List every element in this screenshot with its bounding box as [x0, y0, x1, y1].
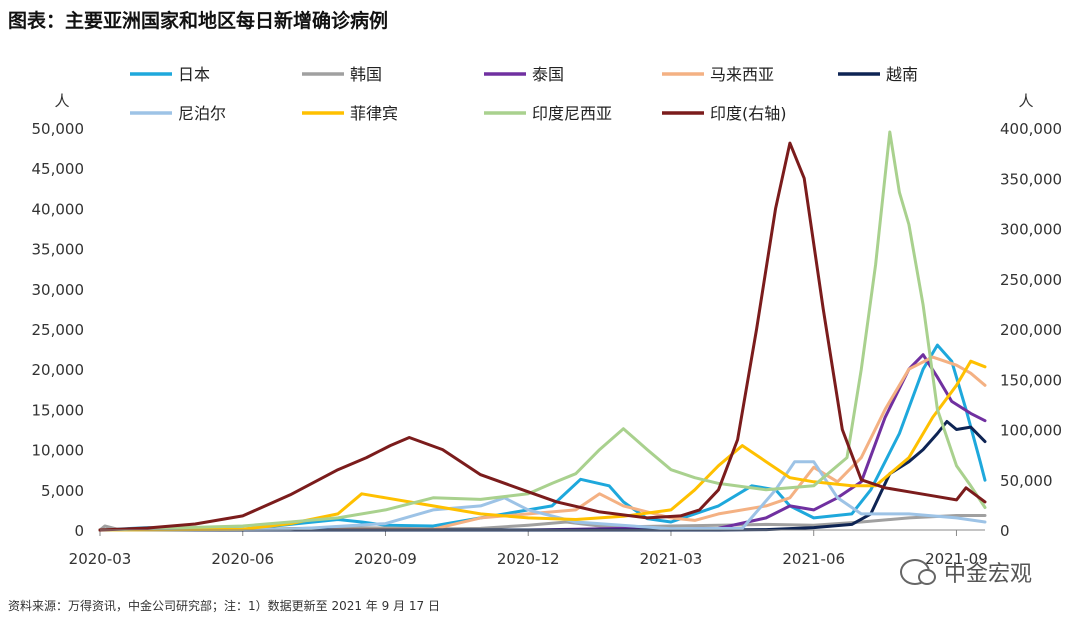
- legend-item: 印度(右轴): [662, 104, 787, 123]
- right-axis-unit: 人: [1018, 92, 1033, 110]
- right-tick-label: 400,000: [1000, 120, 1062, 138]
- left-tick-label: 10,000: [32, 442, 85, 460]
- left-tick-label: 50,000: [32, 120, 85, 138]
- legend-item: 印度尼西亚: [484, 104, 612, 123]
- right-tick-label: 200,000: [1000, 321, 1062, 339]
- watermark: 中金宏观: [900, 556, 1032, 588]
- right-tick-label: 100,000: [1000, 422, 1062, 440]
- left-tick-label: 40,000: [32, 200, 85, 218]
- legend-item: 马来西亚: [662, 65, 774, 84]
- legend-label: 越南: [886, 65, 918, 84]
- legend-label: 印度尼西亚: [532, 104, 612, 123]
- left-tick-label: 20,000: [32, 361, 85, 379]
- right-tick-label: 250,000: [1000, 271, 1062, 289]
- legend-label: 日本: [178, 65, 210, 84]
- x-tick-label: 2020-12: [497, 550, 560, 568]
- left-tick-label: 15,000: [32, 401, 85, 419]
- series-line: [98, 353, 987, 532]
- series-line: [98, 460, 987, 532]
- right-axis-ticks: 0 50,000 100,000 150,000 200,000 250,000 300,0…: [1000, 120, 1062, 540]
- series-line: [98, 130, 987, 532]
- chart-title: 图表：主要亚洲国家和地区每日新增确诊病例: [8, 10, 389, 32]
- left-tick-label: 25,000: [32, 321, 85, 339]
- x-tick-label: 2020-06: [211, 550, 274, 568]
- legend-label: 泰国: [532, 65, 564, 84]
- left-axis-unit: 人: [54, 92, 69, 110]
- legend-item: 尼泊尔: [130, 104, 226, 123]
- x-tick-label: 2020-03: [69, 550, 132, 568]
- x-tick-label: 2021-03: [640, 550, 703, 568]
- x-tick-label: 2021-09: [925, 550, 988, 568]
- legend-item: 菲律宾: [302, 104, 398, 123]
- left-axis-ticks: 0 5,000 10,000 15,000 20,000 25,000 30,000 35,0…: [32, 120, 85, 540]
- legend-label: 马来西亚: [710, 65, 774, 84]
- series-lines: [98, 130, 987, 532]
- right-tick-label: 0: [1000, 522, 1010, 540]
- source-note: 资料来源：万得资讯，中金公司研究部；注：1）数据更新至 2021 年 9 月 1…: [8, 599, 440, 613]
- left-tick-label: 30,000: [32, 281, 85, 299]
- legend-item: 泰国: [484, 65, 564, 84]
- left-tick-label: 45,000: [32, 160, 85, 178]
- legend-item: 韩国: [302, 65, 382, 84]
- x-tick-label: 2021-06: [782, 550, 845, 568]
- right-tick-label: 300,000: [1000, 221, 1062, 239]
- right-tick-label: 350,000: [1000, 170, 1062, 188]
- series-line: [98, 420, 987, 532]
- wechat-icon: [900, 559, 936, 585]
- watermark-text: 中金宏观: [944, 562, 1033, 587]
- series-line: [98, 343, 987, 532]
- series-line: [98, 141, 987, 532]
- left-tick-label: 5,000: [41, 482, 84, 500]
- series-line: [98, 359, 987, 532]
- series-line: [98, 355, 987, 532]
- x-axis-ticks: 2020-03 2020-06 2020-09 2020-12 2021-03 2021-…: [69, 530, 988, 568]
- left-tick-label: 35,000: [32, 241, 85, 259]
- right-tick-label: 150,000: [1000, 371, 1062, 389]
- legend-label: 菲律宾: [350, 104, 398, 123]
- legend-label: 印度(右轴): [710, 104, 787, 123]
- legend-label: 尼泊尔: [178, 104, 226, 123]
- right-tick-label: 50,000: [1000, 472, 1053, 490]
- legend-label: 韩国: [350, 65, 382, 84]
- left-tick-label: 0: [74, 522, 84, 540]
- legend-item: 越南: [838, 65, 918, 84]
- legend-item: 日本: [130, 65, 210, 84]
- x-tick-label: 2020-09: [354, 550, 417, 568]
